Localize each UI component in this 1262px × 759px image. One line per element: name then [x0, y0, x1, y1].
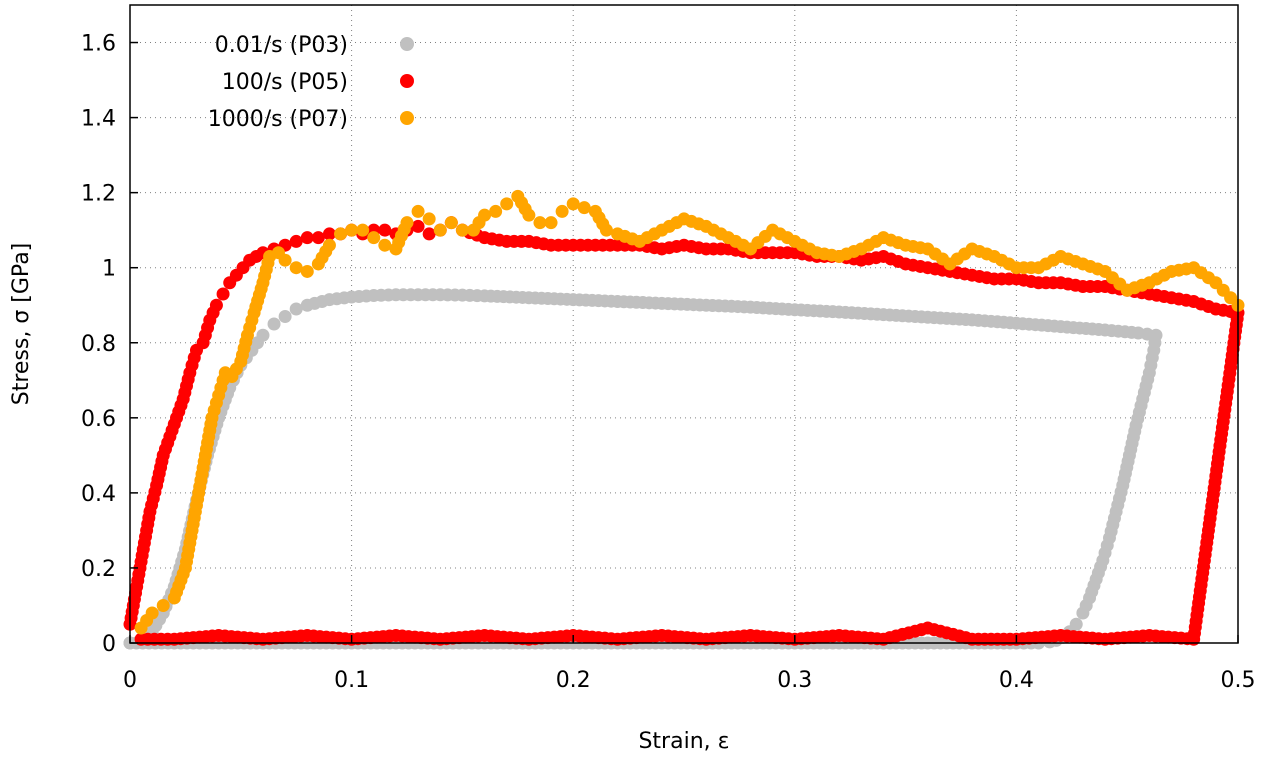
data-point: [433, 223, 447, 237]
data-point: [555, 204, 569, 218]
x-tick-label: 0.3: [777, 668, 812, 693]
data-point: [566, 197, 580, 211]
legend-label: 0.01/s (P03): [215, 33, 348, 58]
y-tick-label: 0.6: [81, 407, 116, 432]
data-point: [267, 317, 281, 331]
data-point: [522, 208, 536, 222]
x-tick-labels: 0 0.1 0.2 0.3 0.4 0.5: [123, 635, 1256, 693]
y-tick-label: 0.2: [81, 557, 116, 582]
data-point: [156, 598, 170, 612]
y-tick-label: 0: [102, 632, 116, 657]
data-point: [422, 212, 436, 226]
data-point: [378, 238, 392, 252]
data-point: [544, 216, 558, 230]
y-axis-label: Stress, σ [GPa]: [9, 243, 34, 406]
data-point: [300, 231, 314, 245]
data-point: [489, 204, 503, 218]
y-tick-label: 0.8: [81, 332, 116, 357]
data-point: [278, 253, 292, 267]
data-point: [322, 227, 336, 241]
x-tick-label: 0: [123, 668, 137, 693]
x-tick-label: 0.2: [556, 668, 591, 693]
data-point: [444, 216, 458, 230]
y-tick-labels: 0 0.2 0.4 0.6 0.8 1 1.2 1.4 1.6: [81, 32, 138, 657]
data-point: [300, 264, 314, 278]
y-tick-label: 1.2: [81, 182, 116, 207]
data-point: [256, 328, 270, 342]
data-point: [216, 287, 230, 301]
x-tick-label: 0.1: [334, 668, 369, 693]
data-point: [367, 231, 381, 245]
data-point: [455, 223, 469, 237]
plot-frame: [129, 4, 1239, 644]
data-point: [411, 204, 425, 218]
x-tick-label: 0.5: [1221, 668, 1256, 693]
y-tick-label: 1.6: [81, 32, 116, 57]
data-point: [278, 309, 292, 323]
data-point: [1076, 606, 1090, 620]
data-point: [356, 223, 370, 237]
data-point: [209, 298, 223, 312]
legend-marker: [400, 111, 414, 125]
y-tick-label: 0.4: [81, 482, 116, 507]
data-point: [334, 227, 348, 241]
legend: 0.01/s (P03) 100/s (P05) 1000/s (P07): [208, 33, 414, 132]
data-point: [378, 223, 392, 237]
data-point: [311, 231, 325, 245]
data-point: [533, 216, 547, 230]
data-point: [500, 197, 514, 211]
data-point: [599, 223, 613, 237]
data-point: [145, 606, 159, 620]
series-0: [123, 288, 1163, 650]
legend-label: 100/s (P05): [222, 70, 348, 95]
legend-label: 1000/s (P07): [208, 107, 348, 132]
y-tick-label: 1: [102, 257, 116, 282]
legend-marker: [400, 74, 414, 88]
x-tick-label: 0.4: [999, 668, 1034, 693]
series-1: [123, 216, 1245, 646]
data-point: [289, 261, 303, 275]
data-point: [289, 302, 303, 316]
data-point: [577, 201, 591, 215]
data-point: [422, 227, 436, 241]
legend-marker: [400, 37, 414, 51]
data-point: [134, 632, 148, 646]
x-axis-label: Strain, ε: [638, 729, 729, 754]
data-point: [345, 223, 359, 237]
data-point: [478, 208, 492, 222]
data-point: [289, 234, 303, 248]
data-point: [400, 216, 414, 230]
y-tick-label: 1.4: [81, 107, 116, 132]
series-2: [134, 189, 1245, 635]
data-point: [322, 238, 336, 252]
data-points: [123, 189, 1245, 650]
data-point: [411, 219, 425, 233]
